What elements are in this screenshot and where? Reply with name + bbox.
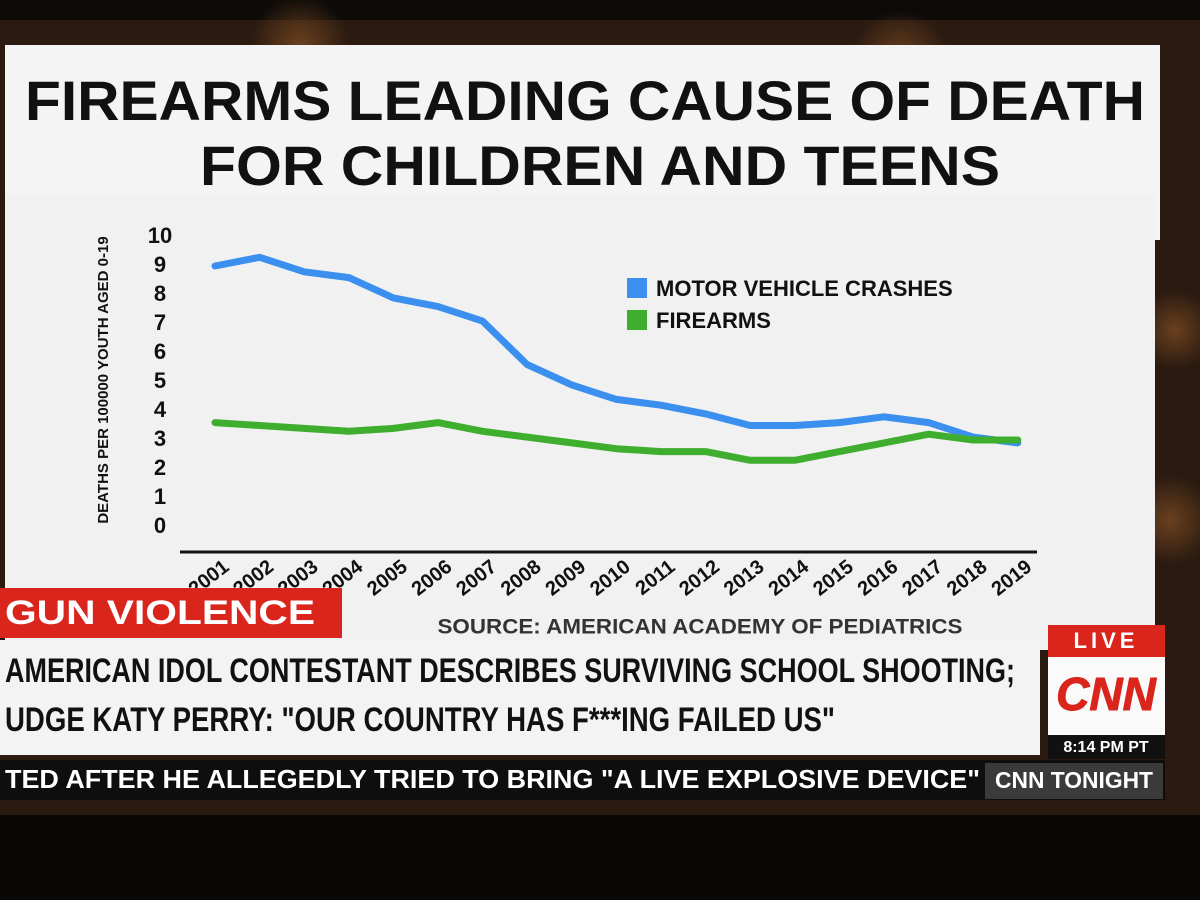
time-box (1048, 735, 1165, 759)
y-tick-label: 10 (148, 223, 172, 248)
y-tick-label: 5 (154, 368, 166, 393)
legend-label: FIREARMS (656, 308, 771, 333)
tag-box (0, 588, 342, 638)
y-tick-label: 2 (154, 455, 166, 480)
legend-swatch (627, 278, 647, 298)
line-series (211, 419, 1022, 464)
headline: UDGE KATY PERRY: "OUR COUNTRY HAS F***IN… (5, 701, 835, 739)
y-tick-label: 0 (154, 513, 166, 538)
logo-box (1048, 657, 1165, 735)
line-series (211, 253, 1022, 447)
headline-box (0, 640, 1040, 755)
y-tick-label: 3 (154, 426, 166, 451)
y-axis-label: DEATHS PER 100000 YOUTH AGED 0-19 (95, 236, 112, 523)
logo: CNN (1056, 668, 1156, 720)
chart-panel (5, 195, 1155, 650)
headline: AMERICAN IDOL CONTESTANT DESCRIBES SURVI… (5, 652, 1015, 690)
ticker-bar (0, 760, 1165, 800)
chart-title: FOR CHILDREN AND TEENS (200, 134, 1000, 197)
legend-swatch (627, 310, 647, 330)
y-tick-label: 8 (154, 281, 166, 306)
ticker: TED AFTER HE ALLEGEDLY TRIED TO BRING "A… (5, 764, 995, 794)
legend-label: MOTOR VEHICLE CRASHES (656, 276, 953, 301)
y-tick-label: 1 (154, 484, 166, 509)
tag: GUN VIOLENCE (5, 594, 315, 632)
live: LIVE (1074, 628, 1139, 653)
chart-title: FIREARMS LEADING CAUSE OF DEATH (25, 69, 1145, 132)
show-box (985, 763, 1163, 799)
show: CNN TONIGHT (995, 767, 1153, 793)
y-tick-label: 9 (154, 252, 166, 277)
live-box (1048, 625, 1165, 657)
source: SOURCE: AMERICAN ACADEMY OF PEDIATRICS (438, 616, 963, 639)
tv-bezel (0, 815, 1200, 900)
time: 8:14 PM PT (1063, 739, 1149, 756)
y-tick-label: 7 (154, 310, 166, 335)
y-tick-label: 4 (154, 397, 167, 422)
y-tick-label: 6 (154, 339, 166, 364)
